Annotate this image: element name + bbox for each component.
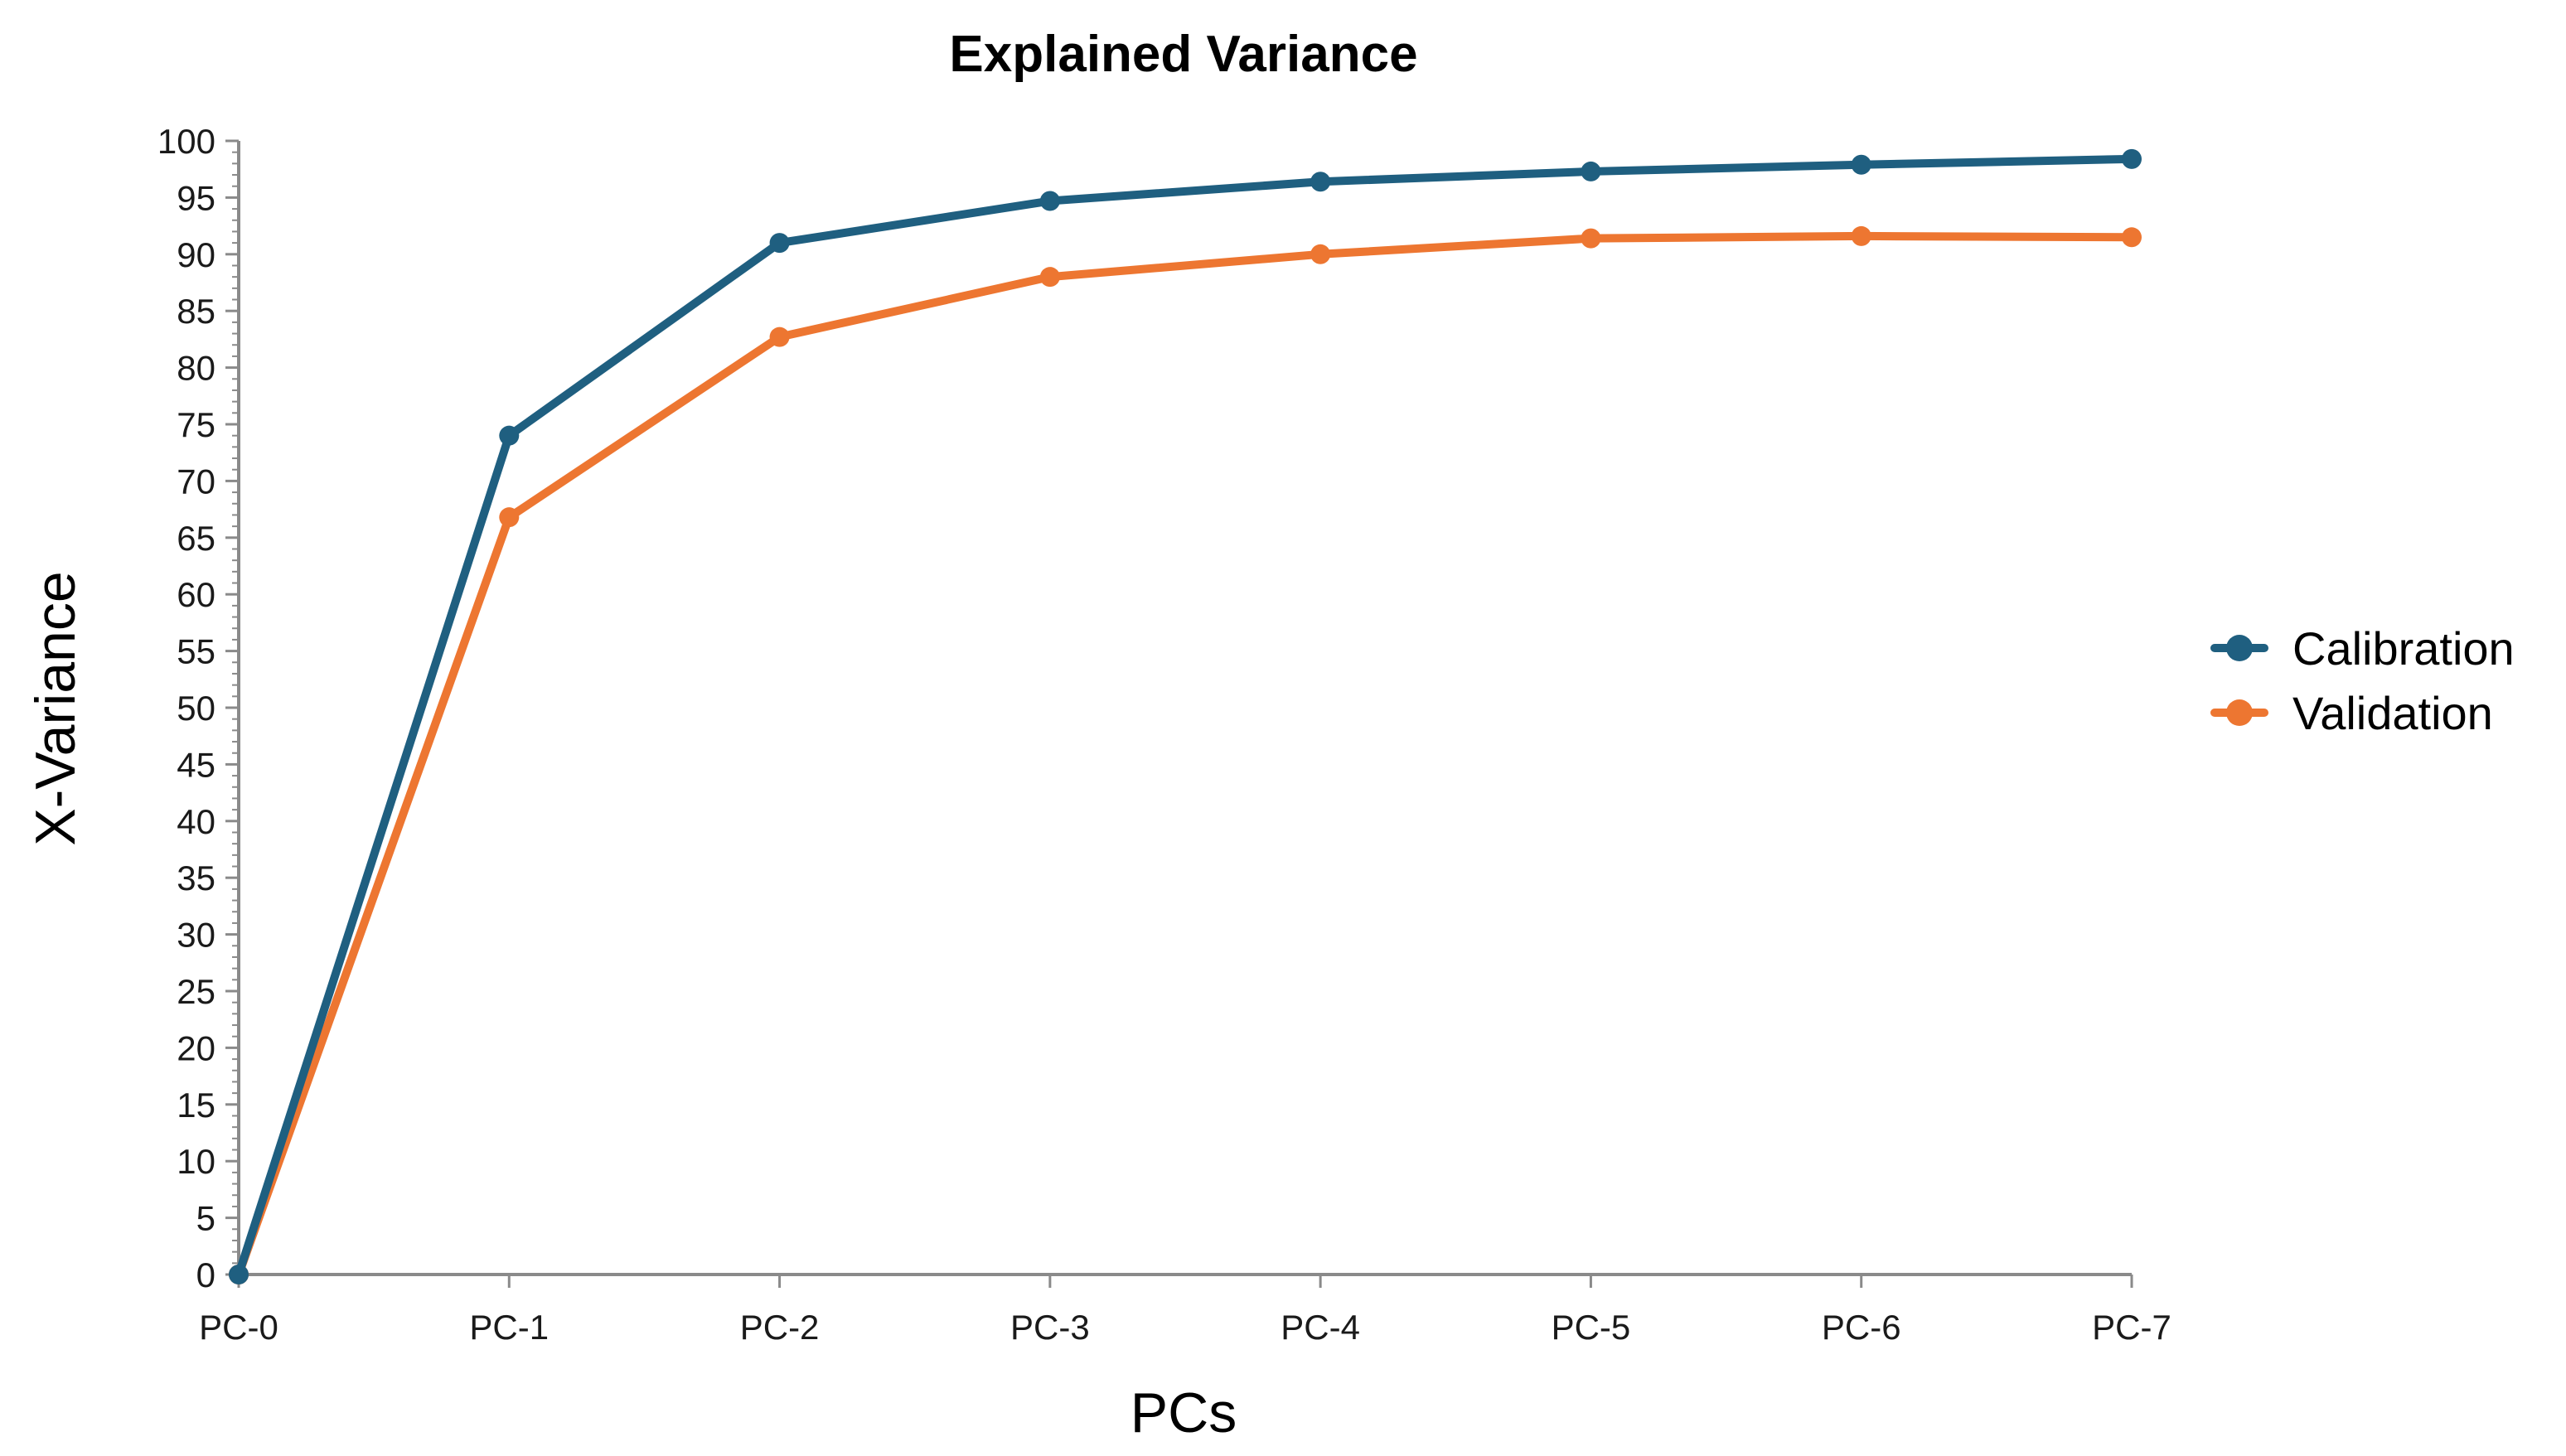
calibration-point — [1039, 191, 1060, 211]
y-tick-label: 30 — [177, 916, 215, 955]
x-tick-label: PC-6 — [1822, 1308, 1901, 1347]
series-layer — [229, 148, 2142, 1284]
calibration-series — [229, 148, 2142, 1284]
y-tick-label: 40 — [177, 802, 215, 841]
validation-point — [1851, 225, 1871, 246]
x-tick-label: PC-7 — [2092, 1308, 2171, 1347]
axes — [237, 141, 2132, 1276]
validation-point — [2122, 227, 2142, 248]
x-tick-label: PC-4 — [1281, 1308, 1360, 1347]
validation-series — [229, 225, 2142, 1284]
validation-point — [1581, 228, 1601, 249]
calibration-point — [229, 1265, 249, 1284]
calibration-point — [1581, 161, 1601, 181]
y-tick-label: 90 — [177, 235, 215, 274]
y-tick-label: 70 — [177, 462, 215, 501]
x-ticks: PC-0 PC-1 PC-2 PC-3 PC-4 PC-5 PC-6 PC-7 — [199, 1275, 2171, 1347]
y-ticks: 0 5 10 15 20 25 30 35 40 45 50 55 60 65 70 75 80 85 90 95 10… — [157, 122, 239, 1294]
validation-legend-label: Validation — [2292, 687, 2493, 739]
calibration-legend-marker — [2226, 635, 2253, 661]
y-tick-label: 0 — [196, 1255, 215, 1294]
x-tick-label: PC-1 — [469, 1308, 549, 1347]
y-tick-label: 20 — [177, 1028, 215, 1067]
y-tick-label: 35 — [177, 859, 215, 897]
x-axis-label: PCs — [1130, 1381, 1237, 1444]
legend: Calibration Validation — [2210, 622, 2515, 739]
x-tick-label: PC-0 — [199, 1308, 278, 1347]
y-tick-label: 55 — [177, 632, 215, 671]
calibration-point — [1310, 172, 1331, 192]
validation-legend-marker — [2226, 699, 2253, 726]
y-tick-label: 75 — [177, 405, 215, 444]
y-tick-label: 100 — [157, 122, 215, 161]
y-tick-label: 95 — [177, 178, 215, 217]
chart-title: Explained Variance — [949, 26, 1417, 83]
calibration-point — [499, 425, 520, 446]
y-tick-label: 65 — [177, 519, 215, 558]
validation-point — [1039, 267, 1060, 288]
validation-point — [1310, 244, 1331, 264]
y-tick-label: 85 — [177, 292, 215, 331]
y-tick-label: 25 — [177, 972, 215, 1011]
x-tick-label: PC-3 — [1010, 1308, 1090, 1347]
y-tick-label: 45 — [177, 745, 215, 784]
validation-point — [499, 507, 520, 528]
calibration-point — [1851, 154, 1871, 175]
y-tick-label: 5 — [196, 1199, 215, 1238]
calibration-point — [769, 233, 790, 254]
y-tick-label: 60 — [177, 575, 215, 614]
y-tick-label: 15 — [177, 1086, 215, 1125]
y-tick-label: 80 — [177, 349, 215, 388]
x-tick-label: PC-2 — [740, 1308, 820, 1347]
calibration-legend-label: Calibration — [2292, 622, 2515, 675]
y-tick-label: 10 — [177, 1142, 215, 1181]
x-tick-label: PC-5 — [1552, 1308, 1631, 1347]
validation-line — [235, 231, 2136, 1279]
calibration-point — [2122, 148, 2142, 169]
y-tick-label: 50 — [177, 689, 215, 728]
y-axis-label: X-Variance — [24, 571, 87, 845]
validation-point — [769, 327, 790, 347]
calibration-line — [235, 154, 2136, 1279]
